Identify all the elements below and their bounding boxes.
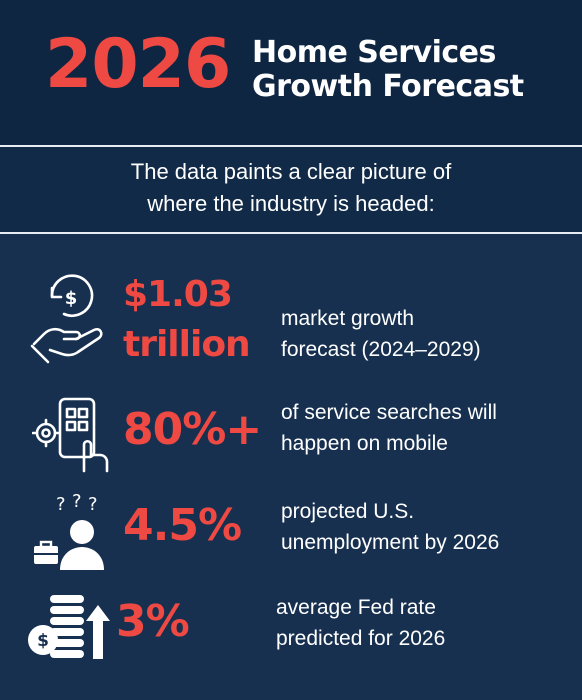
divider-top xyxy=(0,145,582,147)
page-title: Home Services Growth Forecast xyxy=(252,36,572,104)
svg-text:?: ? xyxy=(56,494,66,515)
stat-desc-line-1: projected U.S. xyxy=(281,500,415,523)
stat-description: average Fed rate predicted for 2026 xyxy=(276,592,445,654)
svg-text:$: $ xyxy=(65,288,78,309)
stat-desc-line-2: happen on mobile xyxy=(281,432,448,455)
stat-value: 3% xyxy=(116,596,190,647)
intro-band: The data paints a clear picture of where… xyxy=(0,147,582,232)
title-line-2: Growth Forecast xyxy=(252,69,524,104)
stat-market-growth: $ $1.03 trillion market growth forecast … xyxy=(0,262,582,382)
year-heading: 2026 xyxy=(45,25,231,104)
divider-bottom xyxy=(0,232,582,234)
stat-desc-line-1: average Fed rate xyxy=(276,596,436,619)
stat-value: 80%+ xyxy=(123,404,262,455)
intro-line-2: where the industry is headed: xyxy=(147,191,435,216)
svg-text:$: $ xyxy=(37,631,49,651)
intro-text: The data paints a clear picture of where… xyxy=(0,156,582,220)
title-line-1: Home Services xyxy=(252,35,496,70)
stat-desc-line-2: forecast (2024–2029) xyxy=(281,338,481,361)
stat-description: market growth forecast (2024–2029) xyxy=(281,303,481,365)
mobile-touch-icon xyxy=(32,397,109,473)
stat-value-line-2: trillion xyxy=(123,324,251,365)
stat-description: of service searches will happen on mobil… xyxy=(281,397,497,459)
svg-text:?: ? xyxy=(72,492,82,512)
stat-value: $1.03 trillion xyxy=(123,270,251,370)
stat-fed-rate: $ 3% average Fed rate predicted for 2026 xyxy=(0,588,582,670)
header: 2026 Home Services Growth Forecast xyxy=(0,0,582,145)
money-hand-icon: $ xyxy=(30,274,103,364)
stat-desc-line-1: market growth xyxy=(281,307,415,330)
stat-value: 4.5% xyxy=(123,500,242,551)
stat-mobile-searches: 80%+ of service searches will happen on … xyxy=(0,390,582,480)
svg-text:?: ? xyxy=(88,494,98,515)
stat-value-line-1: $1.03 xyxy=(123,274,233,315)
stat-desc-line-2: unemployment by 2026 xyxy=(281,531,500,554)
coin-stack-arrow-icon: $ xyxy=(28,595,110,659)
stat-unemployment: ? ? ? 4.5% projected U.S. unemployment b… xyxy=(0,488,582,580)
stat-desc-line-2: predicted for 2026 xyxy=(276,627,446,650)
stat-desc-line-1: of service searches will xyxy=(281,401,497,424)
stat-description: projected U.S. unemployment by 2026 xyxy=(281,496,499,558)
intro-line-1: The data paints a clear picture of xyxy=(130,159,452,184)
worried-person-icon: ? ? ? xyxy=(34,492,104,570)
